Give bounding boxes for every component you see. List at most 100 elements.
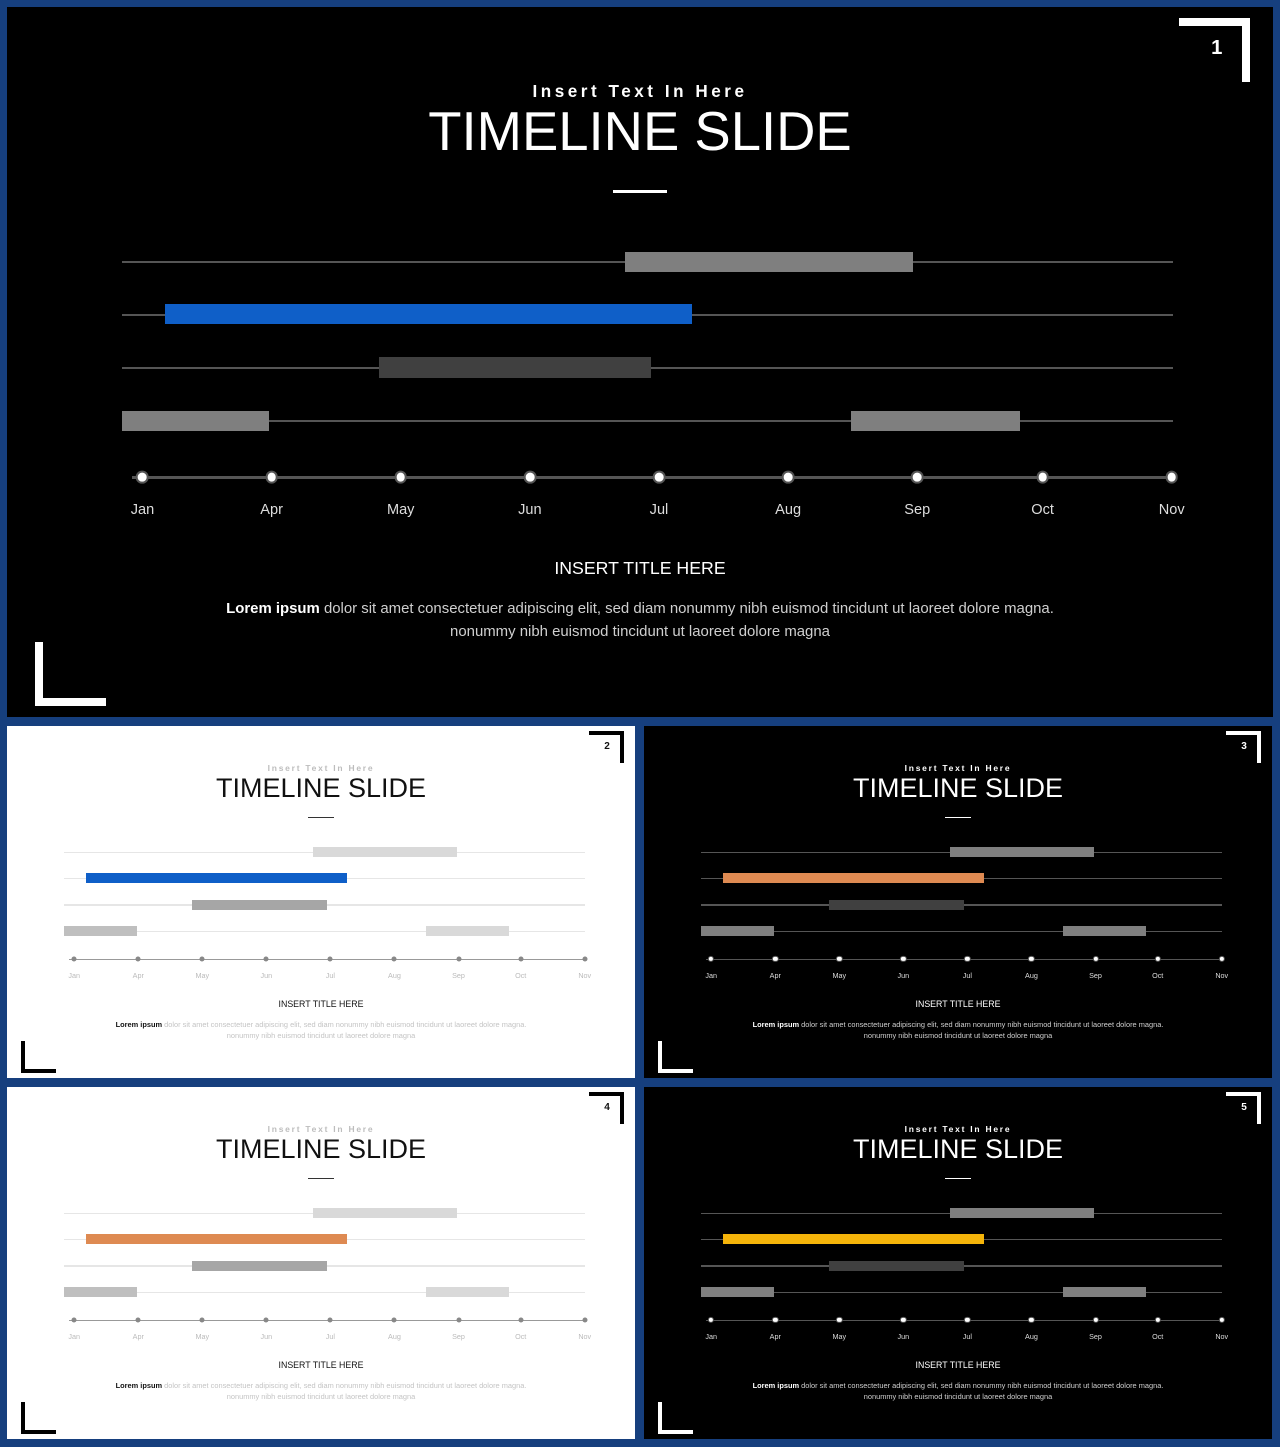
timeline-bar-row-4-a[interactable]	[701, 926, 774, 937]
month-label-may: May	[832, 971, 847, 981]
month-label-jul: Jul	[325, 971, 336, 981]
month-marker-may[interactable]	[836, 955, 843, 963]
corner-bracket-bottom-left	[657, 1402, 693, 1434]
timeline-bar-row-1[interactable]	[624, 251, 914, 272]
timeline-bar-row-2-accent[interactable]	[85, 1234, 347, 1245]
month-marker-apr[interactable]	[772, 955, 779, 963]
month-marker-sep[interactable]	[1092, 955, 1099, 963]
slide-5[interactable]: 5 Insert Text In Here TIMELINE SLIDE Jan Apr…	[644, 1087, 1272, 1439]
month-marker-sep[interactable]	[1092, 1316, 1099, 1324]
month-marker-apr[interactable]	[772, 1316, 779, 1324]
timeline-bar-row-1[interactable]	[950, 847, 1094, 858]
month-label-sep: Sep	[1089, 1332, 1102, 1342]
month-marker-jan[interactable]	[708, 1316, 715, 1324]
month-marker-jul[interactable]	[964, 955, 971, 963]
month-marker-aug[interactable]	[391, 956, 397, 962]
description: Lorem ipsum dolor sit amet consectetuer …	[222, 598, 1058, 643]
month-marker-jan[interactable]	[71, 1317, 77, 1323]
month-marker-jan[interactable]	[71, 956, 77, 962]
timeline-bar-row-4-a[interactable]	[122, 410, 270, 431]
timeline-bar-row-4-a[interactable]	[64, 926, 137, 937]
title-underline	[613, 190, 667, 194]
month-marker-oct[interactable]	[1154, 955, 1161, 963]
month-marker-jan[interactable]	[708, 955, 715, 963]
timeline-bar-row-4-b[interactable]	[425, 1287, 510, 1298]
timeline-bar-row-4-a[interactable]	[701, 1287, 774, 1298]
slide-number: 1	[1211, 36, 1223, 59]
month-marker-sep[interactable]	[910, 470, 924, 484]
month-marker-oct[interactable]	[518, 956, 524, 962]
month-marker-jul[interactable]	[327, 1317, 333, 1323]
timeline-bar-row-4-b[interactable]	[1062, 926, 1147, 937]
description-text: dolor sit amet consectetuer adipiscing e…	[799, 1020, 1164, 1041]
month-marker-oct[interactable]	[518, 1317, 524, 1323]
month-marker-jun[interactable]	[900, 955, 907, 963]
month-label-jun: Jun	[518, 501, 542, 518]
month-marker-jun[interactable]	[263, 1317, 269, 1323]
month-marker-may[interactable]	[199, 956, 205, 962]
month-marker-jul[interactable]	[964, 1316, 971, 1324]
timeline-bar-row-4-b[interactable]	[1062, 1287, 1147, 1298]
month-marker-sep[interactable]	[456, 956, 462, 962]
timeline-bar-row-2-accent[interactable]	[85, 873, 347, 884]
month-marker-jun[interactable]	[523, 470, 537, 484]
corner-bracket-top-right	[1179, 17, 1251, 82]
corner-bracket-top-right	[1225, 1092, 1261, 1124]
month-marker-may[interactable]	[836, 1316, 843, 1324]
month-marker-nov[interactable]	[582, 1317, 588, 1323]
description-text: dolor sit amet consectetuer adipiscing e…	[162, 1381, 527, 1402]
slide-2[interactable]: 2 Insert Text In Here TIMELINE SLIDE Jan Apr…	[7, 726, 635, 1078]
slide-4[interactable]: 4 Insert Text In Here TIMELINE SLIDE Jan Apr…	[7, 1087, 635, 1439]
timeline-bar-row-4-b[interactable]	[425, 926, 510, 937]
section-title: INSERT TITLE HERE	[278, 1360, 364, 1371]
timeline-bar-row-3[interactable]	[828, 1260, 964, 1271]
timeline-bar-row-2-accent[interactable]	[722, 873, 984, 884]
slide-3[interactable]: 3 Insert Text In Here TIMELINE SLIDE Jan Apr…	[644, 726, 1272, 1078]
description-bold: Lorem ipsum	[752, 1381, 800, 1391]
timeline-bar-row-1[interactable]	[313, 847, 457, 858]
timeline-bar-row-4-b[interactable]	[851, 410, 1020, 431]
slide-1[interactable]: 1 Insert Text In Here TIMELINE SLIDE Jan Apr…	[7, 7, 1273, 717]
description-text: dolor sit amet consectetuer adipiscing e…	[319, 600, 1054, 640]
month-marker-oct[interactable]	[1154, 1316, 1161, 1324]
timeline-bar-row-3[interactable]	[191, 1260, 327, 1271]
section-title: INSERT TITLE HERE	[554, 557, 726, 578]
section-title: INSERT TITLE HERE	[278, 999, 364, 1010]
timeline-bar-row-3[interactable]	[828, 899, 964, 910]
month-label-jul: Jul	[962, 1332, 973, 1342]
month-marker-jun[interactable]	[900, 1316, 907, 1324]
month-marker-nov[interactable]	[1218, 1316, 1225, 1324]
month-marker-may[interactable]	[394, 470, 408, 484]
month-marker-jun[interactable]	[263, 956, 269, 962]
description-bold: Lorem ipsum	[115, 1381, 163, 1391]
month-marker-apr[interactable]	[135, 1317, 141, 1323]
month-label-sep: Sep	[1089, 971, 1102, 981]
timeline-track-4	[64, 1291, 586, 1293]
month-marker-nov[interactable]	[582, 956, 588, 962]
timeline-bar-row-1[interactable]	[950, 1208, 1094, 1219]
title-underline	[944, 1177, 972, 1180]
month-marker-apr[interactable]	[265, 470, 278, 484]
timeline-bar-row-1[interactable]	[313, 1208, 457, 1219]
month-marker-apr[interactable]	[135, 956, 141, 962]
timeline-bar-row-2-accent[interactable]	[722, 1234, 984, 1245]
month-marker-jul[interactable]	[327, 956, 333, 962]
month-marker-aug[interactable]	[1028, 1316, 1035, 1324]
month-marker-oct[interactable]	[1036, 470, 1049, 484]
month-marker-sep[interactable]	[456, 1317, 462, 1323]
month-marker-nov[interactable]	[1218, 955, 1225, 963]
timeline-bar-row-4-a[interactable]	[64, 1287, 137, 1298]
month-marker-may[interactable]	[199, 1317, 205, 1323]
month-label-apr: Apr	[260, 501, 283, 518]
month-marker-nov[interactable]	[1165, 470, 1179, 484]
timeline-track-4	[122, 420, 1173, 423]
timeline-bar-row-2-accent[interactable]	[165, 304, 692, 325]
month-marker-jul[interactable]	[652, 470, 666, 484]
timeline-bar-row-3[interactable]	[191, 899, 327, 910]
month-marker-aug[interactable]	[391, 1317, 397, 1323]
month-marker-jan[interactable]	[136, 470, 149, 484]
slide-title: TIMELINE SLIDE	[215, 1133, 427, 1164]
month-marker-aug[interactable]	[781, 470, 795, 484]
timeline-bar-row-3[interactable]	[379, 357, 652, 378]
month-marker-aug[interactable]	[1028, 955, 1035, 963]
